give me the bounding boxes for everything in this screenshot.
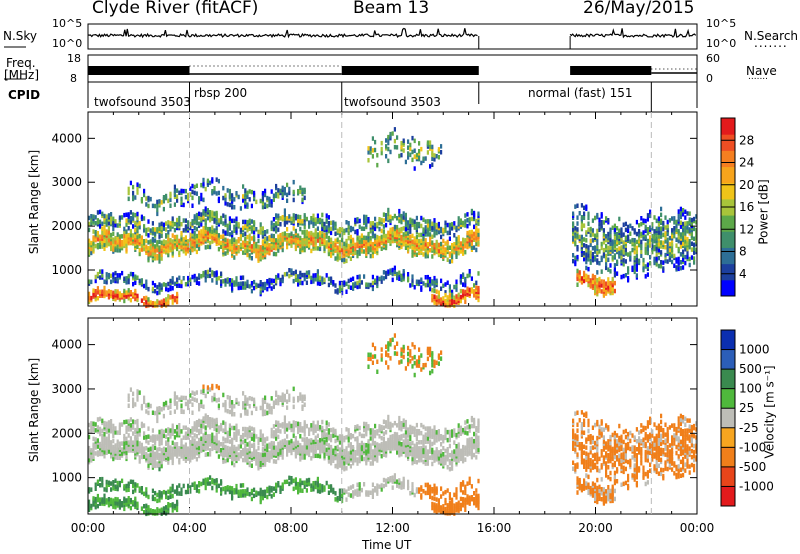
ytick-label-1-0: 1000 — [51, 471, 82, 485]
colorbar-0-swatch-3 — [721, 231, 735, 248]
cpid-mode-4: normal (fast) 151 — [528, 86, 633, 100]
colorbar-0-swatch-0 — [721, 279, 735, 297]
colorbar-1-swatch-6 — [721, 447, 735, 468]
colorbar-0-ticklabel-5: 24 — [739, 156, 754, 170]
velocity-colorbar-label: Velocity [m s⁻¹] — [762, 365, 777, 459]
colorbar-0-swatch-6 — [721, 182, 735, 200]
freq-label-line1: Freq. — [6, 56, 36, 70]
colorbar-0-swatch-2 — [721, 247, 735, 265]
colorbar-0-ticklabel-0: 4 — [739, 267, 747, 281]
power-colorbar-label: Power [dB] — [756, 179, 771, 245]
colorbar-0-swatch-4 — [721, 215, 735, 232]
colorbar-1-ticklabel-1: 500 — [739, 362, 762, 376]
freq-tick-top: 18 — [67, 52, 81, 65]
colorbar-0-swatch-1 — [721, 263, 735, 281]
nsky-line-1 — [569, 28, 697, 39]
ytick-label-0-2: 3000 — [51, 175, 82, 189]
colorbar-0-ticklabel-6: 28 — [739, 133, 754, 147]
xtick-label-0: 00:00 — [71, 521, 106, 535]
colorbar-0-swatch-10 — [721, 118, 735, 135]
ytick-label-0-0: 1000 — [51, 263, 82, 277]
xtick-label-3: 12:00 — [375, 521, 410, 535]
nave-label: Nave — [746, 64, 777, 78]
nsearch-dotted-legend: ....... — [754, 36, 788, 50]
nave-dotted-legend: ....... — [748, 72, 769, 82]
xtick-label-4: 16:00 — [477, 521, 512, 535]
colorbar-1-ticklabel-0: 1000 — [739, 343, 770, 357]
nsearch-tick-top: 10^5 — [706, 17, 737, 30]
colorbar-1-ticklabel-5: -100 — [739, 440, 766, 454]
cpid-mode-3: twofsound 3503 — [344, 95, 441, 109]
colorbar-1-ticklabel-2: 100 — [739, 382, 762, 396]
colorbar-1-swatch-4 — [721, 408, 735, 429]
colorbar-1-swatch-8 — [721, 486, 735, 507]
colorbar-1-swatch-7 — [721, 466, 735, 487]
colorbar-1-ticklabel-4: -25 — [739, 421, 759, 435]
colorbar-0-ticklabel-4: 20 — [739, 178, 754, 192]
nsky-tick-top: 10^5 — [52, 17, 83, 30]
xtick-label-6: 00:00 — [680, 521, 715, 535]
colorbar-1-ticklabel-3: 25 — [739, 401, 754, 415]
colorbar-1-swatch-0 — [721, 330, 735, 351]
power-heatmap — [88, 127, 698, 309]
colorbar-1-swatch-3 — [721, 388, 735, 409]
nsearch-tick-bottom: 10^0 — [706, 37, 737, 50]
colorbar-1-swatch-5 — [721, 427, 735, 448]
nsky-label: N.Sky — [3, 29, 38, 43]
nsky-tick-bottom: 10^0 — [52, 37, 83, 50]
colorbar-0-swatch-8 — [721, 150, 735, 168]
ytick-label-0-3: 4000 — [51, 131, 82, 145]
cpid-label: CPID — [8, 88, 41, 102]
nave-tick-top: 60 — [706, 52, 720, 65]
x-axis-label: Time UT — [362, 538, 412, 552]
freq-block-1 — [341, 66, 479, 75]
nave-tick-bottom: 0 — [706, 72, 713, 85]
nsearch-label: N.Search — [744, 29, 799, 43]
freq-block-2 — [570, 66, 652, 75]
xtick-label-5: 20:00 — [578, 521, 613, 535]
ytick-label-1-3: 4000 — [51, 338, 82, 352]
colorbar-1-frame — [720, 329, 736, 507]
colorbar-0-ticklabel-2: 12 — [739, 222, 754, 236]
colorbar-1-swatch-2 — [721, 369, 735, 390]
colorbar-0-ticklabel-1: 8 — [739, 245, 747, 259]
beam-label: Beam 13 — [353, 0, 430, 18]
station-title: Clyde River (fitACF) — [92, 0, 259, 18]
date-label: 26/May/2015 — [583, 0, 695, 18]
power-ylabel: Slant Range [km] — [27, 149, 42, 255]
velocity-heatmap — [88, 333, 698, 517]
cpid-mode-2: rbsp 200 — [194, 86, 248, 100]
colorbar-1-ticklabel-7: -1000 — [739, 479, 774, 493]
colorbar-0-ticklabel-3: 16 — [739, 200, 754, 214]
ytick-label-1-2: 3000 — [51, 382, 82, 396]
freq-block-0 — [88, 66, 190, 75]
ytick-label-0-1: 2000 — [51, 219, 82, 233]
cpid-mode-1: twofsound 3503 — [94, 95, 191, 109]
xtick-label-2: 08:00 — [274, 521, 309, 535]
ytick-label-1-1: 2000 — [51, 426, 82, 440]
xtick-label-1: 04:00 — [172, 521, 207, 535]
colorbar-1-ticklabel-6: -500 — [739, 460, 766, 474]
colorbar-0-swatch-7 — [721, 166, 735, 184]
velocity-ylabel: Slant Range [km] — [27, 357, 42, 463]
colorbar-1-swatch-1 — [721, 349, 735, 370]
freq-tick-bottom: 8 — [70, 72, 77, 85]
nsky-line-0 — [87, 27, 478, 39]
colorbar-0-swatch-9 — [721, 134, 735, 151]
